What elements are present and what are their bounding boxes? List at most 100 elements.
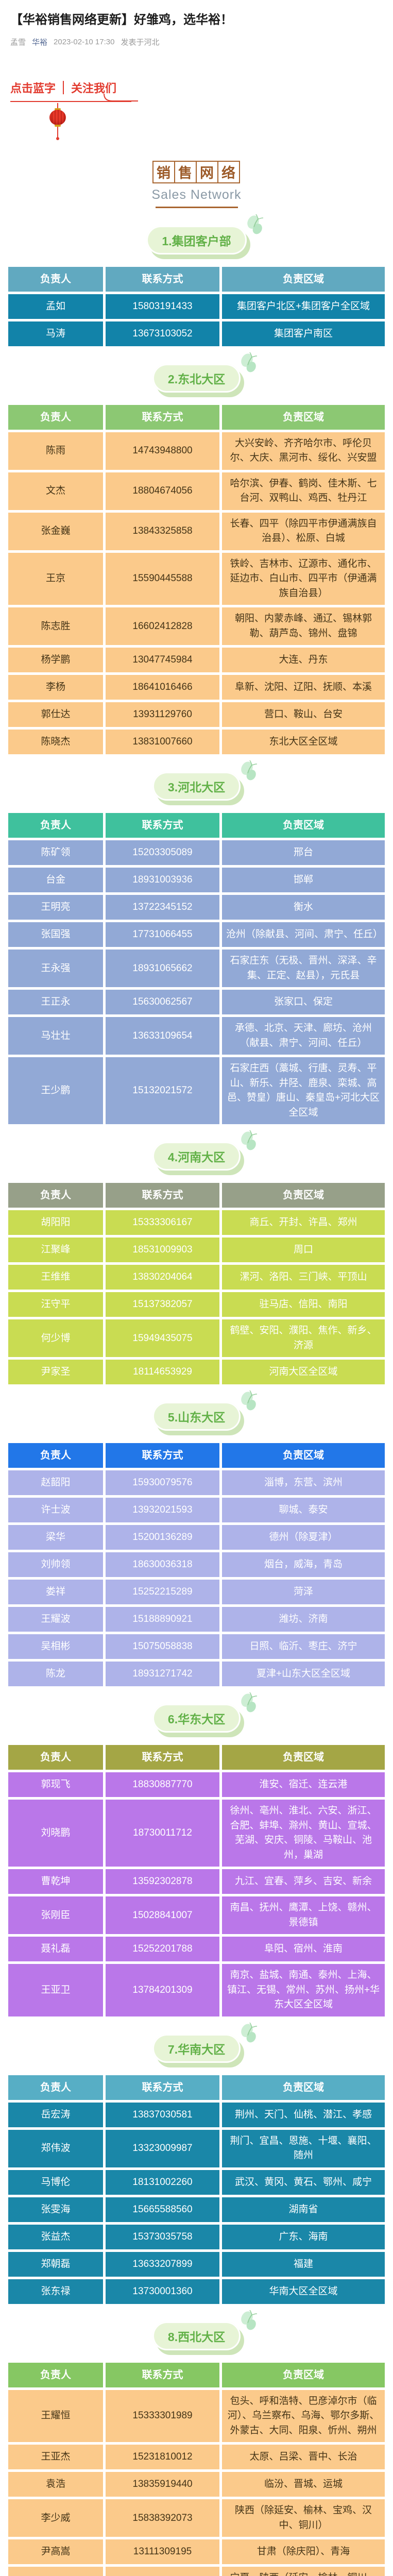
phone-number-cell: 15665588560: [106, 2197, 219, 2222]
phone-number-cell: 13722345152: [106, 895, 219, 920]
article-meta: 孟雪 华裕 2023-02-10 17:30 发表于河北: [0, 35, 393, 49]
phone-number-cell: 13633207899: [106, 2251, 219, 2277]
table-row: 胡阳阳 15333306167 商丘、开封、许昌、郑州: [8, 1210, 385, 1235]
region-cell: 南京、盐城、南通、泰州、上海、镇江、无锡、常州、苏州、扬州+华东大区全区域: [222, 1964, 385, 2016]
table-row: 马涛 13673103052 集团客户南区: [8, 321, 385, 346]
sales-network-char-box: 网: [195, 160, 218, 183]
table-row: 杨学鹏 13047745984 大连、丹东: [8, 648, 385, 673]
region-cell: 南昌、抚州、鹰潭、上饶、赣州、景德镇: [222, 1896, 385, 1935]
table-header-row: 负责人 联系方式 负责区域: [8, 1183, 385, 1208]
table-row: 台金 18931003936 邯郸: [8, 868, 385, 893]
column-header: 负责人: [8, 1443, 103, 1468]
region-cell: 宁夏、陕西（延安、榆林、铜川、宝鸡、汉中）、甘肃庆阳: [222, 2567, 385, 2576]
table-row: 张国强 17731066455 沧州（除献县、河间、肃宁、任丘）: [8, 922, 385, 947]
table-header-row: 负责人 联系方式 负责区域: [8, 1745, 385, 1770]
person-name-cell: 王耀波: [8, 1607, 103, 1632]
person-name-cell: 张刚臣: [8, 1896, 103, 1935]
column-header: 负责区域: [222, 2075, 385, 2100]
table-row: 陈志胜 16602412828 朝阳、内蒙赤峰、通辽、锡林郭勒、葫芦岛、锦州、盘锦: [8, 607, 385, 646]
phone-number-cell: 15803191433: [106, 294, 219, 319]
account-link[interactable]: 华裕: [32, 38, 48, 47]
region-cell: 陕西（除延安、榆林、宝鸡、汉中、铜川）: [222, 2499, 385, 2537]
phone-number-cell: 18804674056: [106, 472, 219, 510]
phone-number-cell: 15630062567: [106, 990, 219, 1015]
region-cell: 商丘、开封、许昌、郑州: [222, 1210, 385, 1235]
person-name-cell: 陈雨: [8, 432, 103, 470]
phone-number-cell: 18931065662: [106, 950, 219, 988]
phone-number-cell: 15949435075: [106, 1319, 219, 1358]
person-name-cell: 汪守平: [8, 1292, 103, 1317]
person-name-cell: 刘帅领: [8, 1552, 103, 1578]
region-cell: 沧州（除献县、河间、肃宁、任丘）: [222, 922, 385, 947]
contact-table: 负责人 联系方式 负责区域 郭现飞 18830887770 淮安、宿迁、连云港 刘晓鹏 187…: [0, 1745, 393, 2016]
sales-network-char-box: 销: [152, 160, 175, 183]
person-name-cell: 王永强: [8, 950, 103, 988]
region-section: 4.河南大区 负责人 联系方式 负责区域 胡阳阳 15333306167 商丘、开封、许昌、…: [0, 1130, 393, 1385]
contact-table: 负责人 联系方式 负责区域 孟如 15803191433 集团客户北区+集团客户全区域 马涛…: [0, 266, 393, 346]
region-cell: 福建: [222, 2251, 385, 2277]
section-badge: 2.东北大区: [152, 351, 258, 393]
sales-network-boxed-chars: 销售网络: [152, 160, 240, 183]
table-header-row: 负责人 联系方式 负责区域: [8, 813, 385, 838]
person-name-cell: 张金巍: [8, 512, 103, 550]
person-name-cell: 岳宏涛: [8, 2102, 103, 2127]
column-header: 负责人: [8, 1745, 103, 1770]
table-row: 刘晓鹏 18730011712 徐州、亳州、淮北、六安、浙江、合肥、蚌埠、滁州、黄山…: [8, 1800, 385, 1867]
region-cell: 太原、吕梁、晋中、长治: [222, 2445, 385, 2470]
click-blue-text[interactable]: 点击蓝字: [10, 81, 56, 95]
butterfly-icon: [237, 1390, 261, 1417]
person-name-cell: 马博伦: [8, 2170, 103, 2195]
table-row: 何少博 15949435075 鹤壁、安阳、濮阳、焦作、新乡、济源: [8, 1319, 385, 1358]
region-section: 2.东北大区 负责人 联系方式 负责区域 陈雨 14743948800 大兴安岭、齐齐哈尔市…: [0, 351, 393, 755]
region-cell: 河南大区全区域: [222, 1360, 385, 1385]
table-row: 曹乾坤 13592302878 九江、宜春、萍乡、吉安、新余: [8, 1869, 385, 1894]
follow-us-text[interactable]: 关注我们: [71, 81, 117, 95]
column-header: 负责人: [8, 2362, 103, 2387]
phone-number-cell: 18730011712: [106, 1800, 219, 1867]
table-row: 王耀波 15188890921 潍坊、济南: [8, 1607, 385, 1632]
region-cell: 鹤壁、安阳、濮阳、焦作、新乡、济源: [222, 1319, 385, 1358]
region-cell: 淮安、宿迁、连云港: [222, 1772, 385, 1798]
table-row: 陈雨 14743948800 大兴安岭、齐齐哈尔市、呼伦贝尔、大庆、黑河市、绥化、兴…: [8, 432, 385, 470]
region-cell: 东北大区全区域: [222, 730, 385, 755]
column-header: 负责人: [8, 2075, 103, 2100]
table-row: 陈晓杰 13831007660 东北大区全区域: [8, 730, 385, 755]
phone-number-cell: 13830204064: [106, 1265, 219, 1290]
table-row: 娄祥 15252215289 菏泽: [8, 1580, 385, 1605]
region-cell: 石家庄西（藁城、行唐、灵寿、平山、新乐、井陉、鹿泉、栾城、高邑、赞皇）唐山、秦皇…: [222, 1057, 385, 1125]
phone-number-cell: 15132021572: [106, 1057, 219, 1125]
phone-number-cell: 18114653929: [106, 1360, 219, 1385]
person-name-cell: 马壮壮: [8, 1017, 103, 1055]
person-name-cell: 吴相彬: [8, 1634, 103, 1659]
region-cell: 漯河、洛阳、三门峡、平顶山: [222, 1265, 385, 1290]
phone-number-cell: 18641016466: [106, 675, 219, 700]
region-cell: 张家口、保定: [222, 990, 385, 1015]
person-name-cell: 赵韶阳: [8, 1470, 103, 1496]
region-cell: 阜新、沈阳、辽阳、抚顺、本溪: [222, 675, 385, 700]
phone-number-cell: 15188890921: [106, 1607, 219, 1632]
table-row: 张刚臣 15028841007 南昌、抚州、鹰潭、上饶、赣州、景德镇: [8, 1896, 385, 1935]
phone-number-cell: 15333301989: [106, 2389, 219, 2443]
region-cell: 聊城、泰安: [222, 1498, 385, 1523]
person-name-cell: 陈晓杰: [8, 730, 103, 755]
region-section: 7.华南大区 负责人 联系方式 负责区域 岳宏涛 13837030581 荆州、天门、仙桃、…: [0, 2022, 393, 2304]
phone-number-cell: 18630036318: [106, 1552, 219, 1578]
person-name-cell: 尹高嵩: [8, 2539, 103, 2565]
person-name-cell: 王京: [8, 552, 103, 605]
publish-location: 发表于河北: [121, 38, 160, 47]
region-cell: 邢台: [222, 840, 385, 866]
region-cell: 广东、海南: [222, 2224, 385, 2249]
person-name-cell: 袁浩: [8, 2472, 103, 2497]
column-header: 联系方式: [106, 2075, 219, 2100]
region-section: 1.集团客户部 负责人 联系方式 负责区域 孟如 15803191433 集团客户北区+集团…: [0, 213, 393, 346]
person-name-cell: 王少鹏: [8, 1057, 103, 1125]
table-row: 文杰 18804674056 哈尔滨、伊春、鹤岗、佳木斯、七台河、双鸭山、鸡西、牡丹…: [8, 472, 385, 510]
column-header: 负责区域: [222, 2362, 385, 2387]
table-row: 王京 15590445588 铁岭、吉林市、辽源市、通化市、延边市、白山市、四平市（…: [8, 552, 385, 605]
person-name-cell: 江聚峰: [8, 1238, 103, 1263]
region-cell: 烟台，威海，青岛: [222, 1552, 385, 1578]
column-header: 负责区域: [222, 404, 385, 430]
table-row: 赵韶阳 15930079576 淄博，东营、滨州: [8, 1470, 385, 1496]
phone-number-cell: 13730001360: [106, 2279, 219, 2304]
